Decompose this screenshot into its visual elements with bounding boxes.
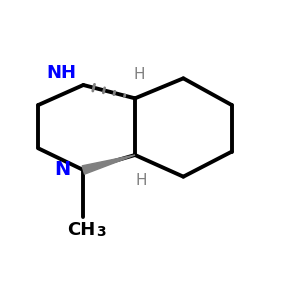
Text: N: N: [54, 160, 71, 179]
Text: 3: 3: [96, 225, 106, 239]
Polygon shape: [82, 155, 135, 174]
Text: CH: CH: [68, 221, 96, 239]
Text: H: H: [135, 173, 147, 188]
Text: H: H: [133, 67, 145, 82]
Text: NH: NH: [47, 64, 77, 82]
